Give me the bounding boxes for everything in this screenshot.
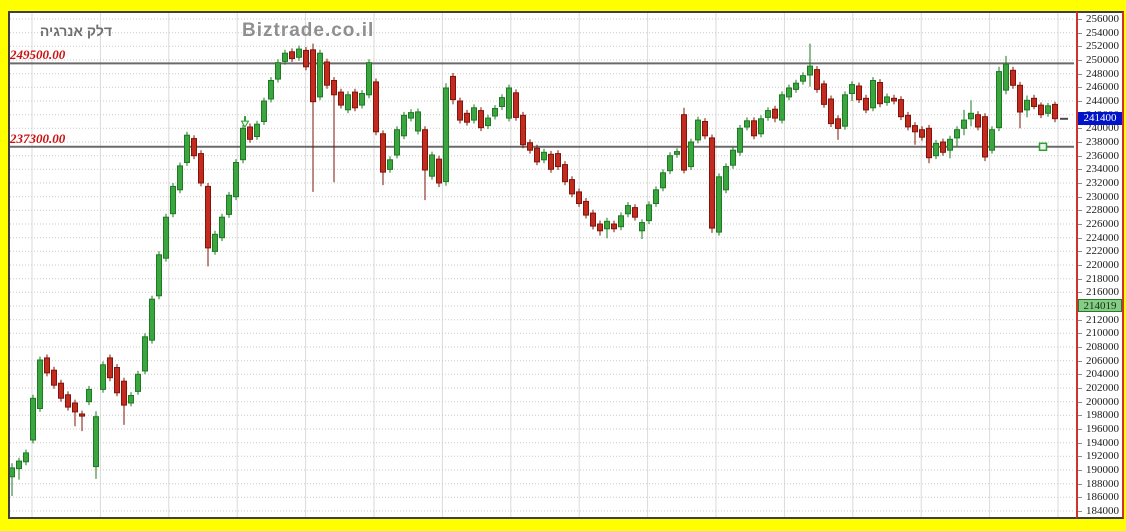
axis-tick-label: 184000 — [1086, 505, 1119, 517]
axis-tick-mark — [1078, 155, 1082, 157]
axis-tick-mark — [1078, 333, 1082, 335]
markers — [240, 116, 1068, 152]
axis-tick-label: 194000 — [1086, 436, 1119, 449]
candles — [9, 43, 1058, 496]
axis-tick-label: 188000 — [1086, 477, 1119, 490]
axis-tick-label: 224000 — [1086, 231, 1119, 244]
chart-area: דלק אנרגיה Biztrade.co.il 249500.00 2373… — [8, 11, 1076, 519]
axis-tick-mark — [1078, 183, 1082, 184]
axis-tick-mark — [1078, 470, 1082, 471]
axis-tick-label: 218000 — [1086, 272, 1119, 285]
axis-tick-label: 228000 — [1086, 204, 1119, 217]
axis-tick-label: 254000 — [1086, 26, 1119, 39]
axis-tick-label: 190000 — [1086, 464, 1119, 476]
order-level-marker-icon — [1038, 142, 1048, 152]
axis-tick-mark — [1078, 319, 1082, 321]
axis-tick-mark — [1078, 292, 1082, 294]
axis-tick-label: 204000 — [1086, 368, 1119, 381]
axis-tick-mark — [1078, 442, 1082, 444]
axis-tick-mark — [1078, 73, 1082, 75]
axis-tick-mark — [1078, 196, 1082, 198]
axis-tick-label: 250000 — [1086, 54, 1119, 66]
axis-tick-label: 208000 — [1086, 341, 1119, 353]
level-price-label-lower: 237300.00 — [10, 130, 66, 146]
arrow-down-marker-icon — [240, 116, 250, 129]
axis-tick-label: 238000 — [1086, 136, 1119, 148]
axis-tick-mark — [1078, 60, 1082, 61]
axis-tick-mark — [1078, 401, 1082, 403]
axis-tick-label: 256000 — [1086, 13, 1119, 25]
indicator-price-box: 214019 — [1078, 299, 1122, 313]
axis-tick-label: 220000 — [1086, 259, 1119, 271]
axis-tick-mark — [1078, 415, 1082, 417]
axis-tick-label: 196000 — [1086, 423, 1119, 435]
axis-tick-label: 232000 — [1086, 177, 1119, 189]
instrument-title: דלק אנרגיה — [39, 23, 112, 39]
axis-tick-mark — [1078, 374, 1082, 376]
axis-tick-label: 252000 — [1086, 40, 1119, 53]
axis-tick-mark — [1078, 347, 1082, 348]
axis-tick-label: 202000 — [1086, 382, 1119, 394]
axis-tick-label: 222000 — [1086, 245, 1119, 258]
axis-tick-mark — [1078, 456, 1082, 458]
axis-tick-mark — [1078, 429, 1082, 430]
axis-tick-mark — [1078, 237, 1082, 239]
axis-tick-mark — [1078, 32, 1082, 34]
axis-tick-mark — [1078, 388, 1082, 389]
axis-tick-label: 248000 — [1086, 67, 1119, 80]
axis-tick-label: 226000 — [1086, 218, 1119, 230]
axis-tick-mark — [1078, 497, 1082, 499]
axis-tick-mark — [1078, 278, 1082, 280]
price-axis[interactable]: 241400 214019 256000 254000 252000 250000 24… — [1076, 11, 1124, 519]
watermark: Biztrade.co.il — [242, 20, 375, 41]
axis-tick-mark — [1078, 169, 1082, 171]
axis-tick-label: 206000 — [1086, 354, 1119, 367]
last-price-box: 241400 — [1078, 112, 1122, 126]
axis-tick-mark — [1078, 142, 1082, 143]
axis-tick-mark — [1078, 128, 1082, 130]
axis-tick-mark — [1078, 360, 1082, 362]
axis-tick-label: 230000 — [1086, 190, 1119, 203]
axis-tick-mark — [1078, 87, 1082, 89]
axis-tick-label: 198000 — [1086, 409, 1119, 422]
axis-tick-label: 240000 — [1086, 122, 1119, 135]
axis-tick-mark — [1078, 19, 1082, 20]
axis-tick-label: 246000 — [1086, 81, 1119, 94]
axis-tick-mark — [1078, 265, 1082, 266]
axis-tick-label: 210000 — [1086, 327, 1119, 340]
axis-tick-label: 212000 — [1086, 313, 1119, 326]
axis-tick-mark — [1078, 251, 1082, 253]
axis-tick-label: 216000 — [1086, 286, 1119, 299]
axis-tick-label: 236000 — [1086, 149, 1119, 162]
level-price-label-upper: 249500.00 — [10, 47, 66, 63]
axis-tick-label: 186000 — [1086, 491, 1119, 504]
axis-tick-mark — [1078, 224, 1082, 225]
axis-tick-mark — [1078, 210, 1082, 212]
axis-tick-mark — [1078, 511, 1082, 512]
axis-tick-label: 234000 — [1086, 163, 1119, 176]
axis-tick-mark — [1078, 101, 1082, 102]
axis-tick-label: 200000 — [1086, 395, 1119, 408]
axis-tick-label: 244000 — [1086, 95, 1119, 107]
candlestick-plot[interactable] — [8, 11, 1076, 519]
axis-tick-label: 192000 — [1086, 450, 1119, 463]
axis-tick-mark — [1078, 483, 1082, 485]
axis-tick-mark — [1078, 46, 1082, 48]
